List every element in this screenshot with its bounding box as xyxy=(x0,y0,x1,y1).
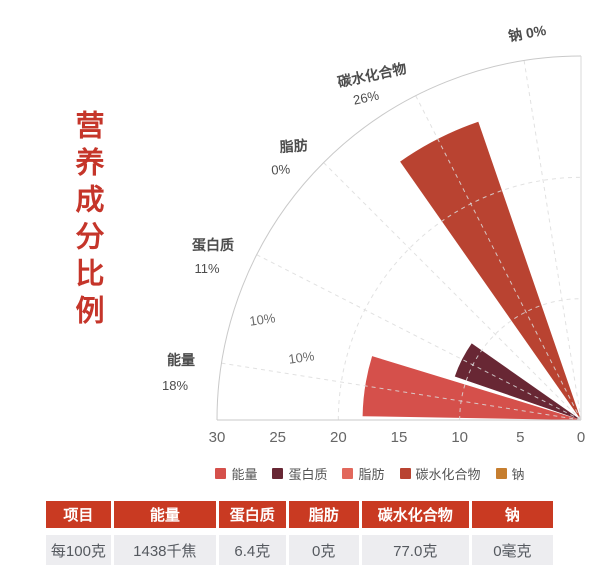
table-header-cell-脂肪: 脂肪 xyxy=(289,501,362,528)
legend-item-蛋白质[interactable]: 蛋白质 xyxy=(272,464,327,483)
legend-swatch-icon xyxy=(215,468,227,479)
legend-swatch-icon xyxy=(272,468,284,479)
legend-swatch-icon xyxy=(399,468,411,479)
category-percent-脂肪: 0% xyxy=(271,161,291,177)
legend-label: 碳水化合物 xyxy=(415,467,481,482)
table-cell: 每100克 xyxy=(46,535,114,565)
table-header-cell-项目: 项目 xyxy=(46,501,114,528)
table-header-cell-能量: 能量 xyxy=(114,501,219,528)
legend-swatch-icon xyxy=(342,468,354,479)
axis-tick-label: 5 xyxy=(516,429,524,446)
table-header-cell-钠: 钠 xyxy=(472,501,556,528)
outer-arc xyxy=(216,55,582,421)
table-header-cell-蛋白质: 蛋白质 xyxy=(219,501,289,528)
legend-swatch-icon xyxy=(495,468,507,479)
series-wedge-蛋白质[interactable] xyxy=(454,343,581,420)
legend-item-能量[interactable]: 能量 xyxy=(215,464,257,483)
table-cell: 77.0克 xyxy=(362,535,472,565)
table-cell: 0毫克 xyxy=(472,535,556,565)
axis-tick-label: 30 xyxy=(209,429,226,446)
category-percent-蛋白质: 11% xyxy=(194,261,219,276)
category-label-钠: 钠 0% xyxy=(507,22,548,44)
table-row: 每100克 1438千焦 6.4克 0克 77.0克 0毫克 xyxy=(46,535,556,565)
table-cell: 6.4克 xyxy=(219,535,289,565)
page-title: 营养成分比例 xyxy=(71,110,103,332)
category-percent-碳水化合物: 26% xyxy=(352,87,381,107)
category-label-能量: 能量 xyxy=(167,352,195,368)
axis-tick-label: 0 xyxy=(577,429,585,446)
legend-label: 能量 xyxy=(231,467,258,482)
legend-item-碳水化合物[interactable]: 碳水化合物 xyxy=(399,464,481,483)
series-wedge-碳水化合物[interactable] xyxy=(400,121,581,420)
legend-label: 蛋白质 xyxy=(288,467,328,482)
legend-label: 钠 xyxy=(511,467,525,482)
legend-label: 脂肪 xyxy=(358,467,385,482)
nutrition-table: 项目 能量 蛋白质 脂肪 碳水化合物钠 每100克 1438千焦 6.4克 0克 77.0克 0毫… xyxy=(46,501,556,565)
category-percent-能量: 18% xyxy=(162,378,188,393)
category-label-碳水化合物: 碳水化合物 xyxy=(336,60,408,90)
legend-item-钠[interactable]: 钠 xyxy=(495,464,525,483)
table-cell: 0克 xyxy=(289,535,362,565)
category-label-脂肪: 脂肪 xyxy=(278,137,308,155)
axis-tick-label: 10 xyxy=(451,429,468,446)
grid-percent-label: 10% xyxy=(287,348,315,367)
table-header-cell-碳水化合物: 碳水化合物 xyxy=(362,501,472,528)
axis-tick-label: 15 xyxy=(391,429,408,446)
grid-percent-label: 10% xyxy=(248,310,276,329)
series-wedge-能量[interactable] xyxy=(362,356,581,420)
axis-tick-label: 20 xyxy=(330,429,347,446)
legend-item-脂肪[interactable]: 脂肪 xyxy=(342,464,385,483)
axis-tick-label: 25 xyxy=(269,429,286,446)
grid-arc xyxy=(459,298,582,421)
category-label-蛋白质: 蛋白质 xyxy=(192,237,234,253)
chart-legend: 能量 蛋白质 脂肪 碳水化合物 钠 xyxy=(150,464,590,483)
polar-rose-chart: 30 25 20 15 10 5 0 10% 10% 能量 18% 蛋白质 11% 脂肪 0% 碳水化合物26… xyxy=(162,22,585,446)
table-cell: 1438千焦 xyxy=(114,535,219,565)
table-header-row: 项目 能量 蛋白质 脂肪 碳水化合物钠 xyxy=(46,501,556,528)
